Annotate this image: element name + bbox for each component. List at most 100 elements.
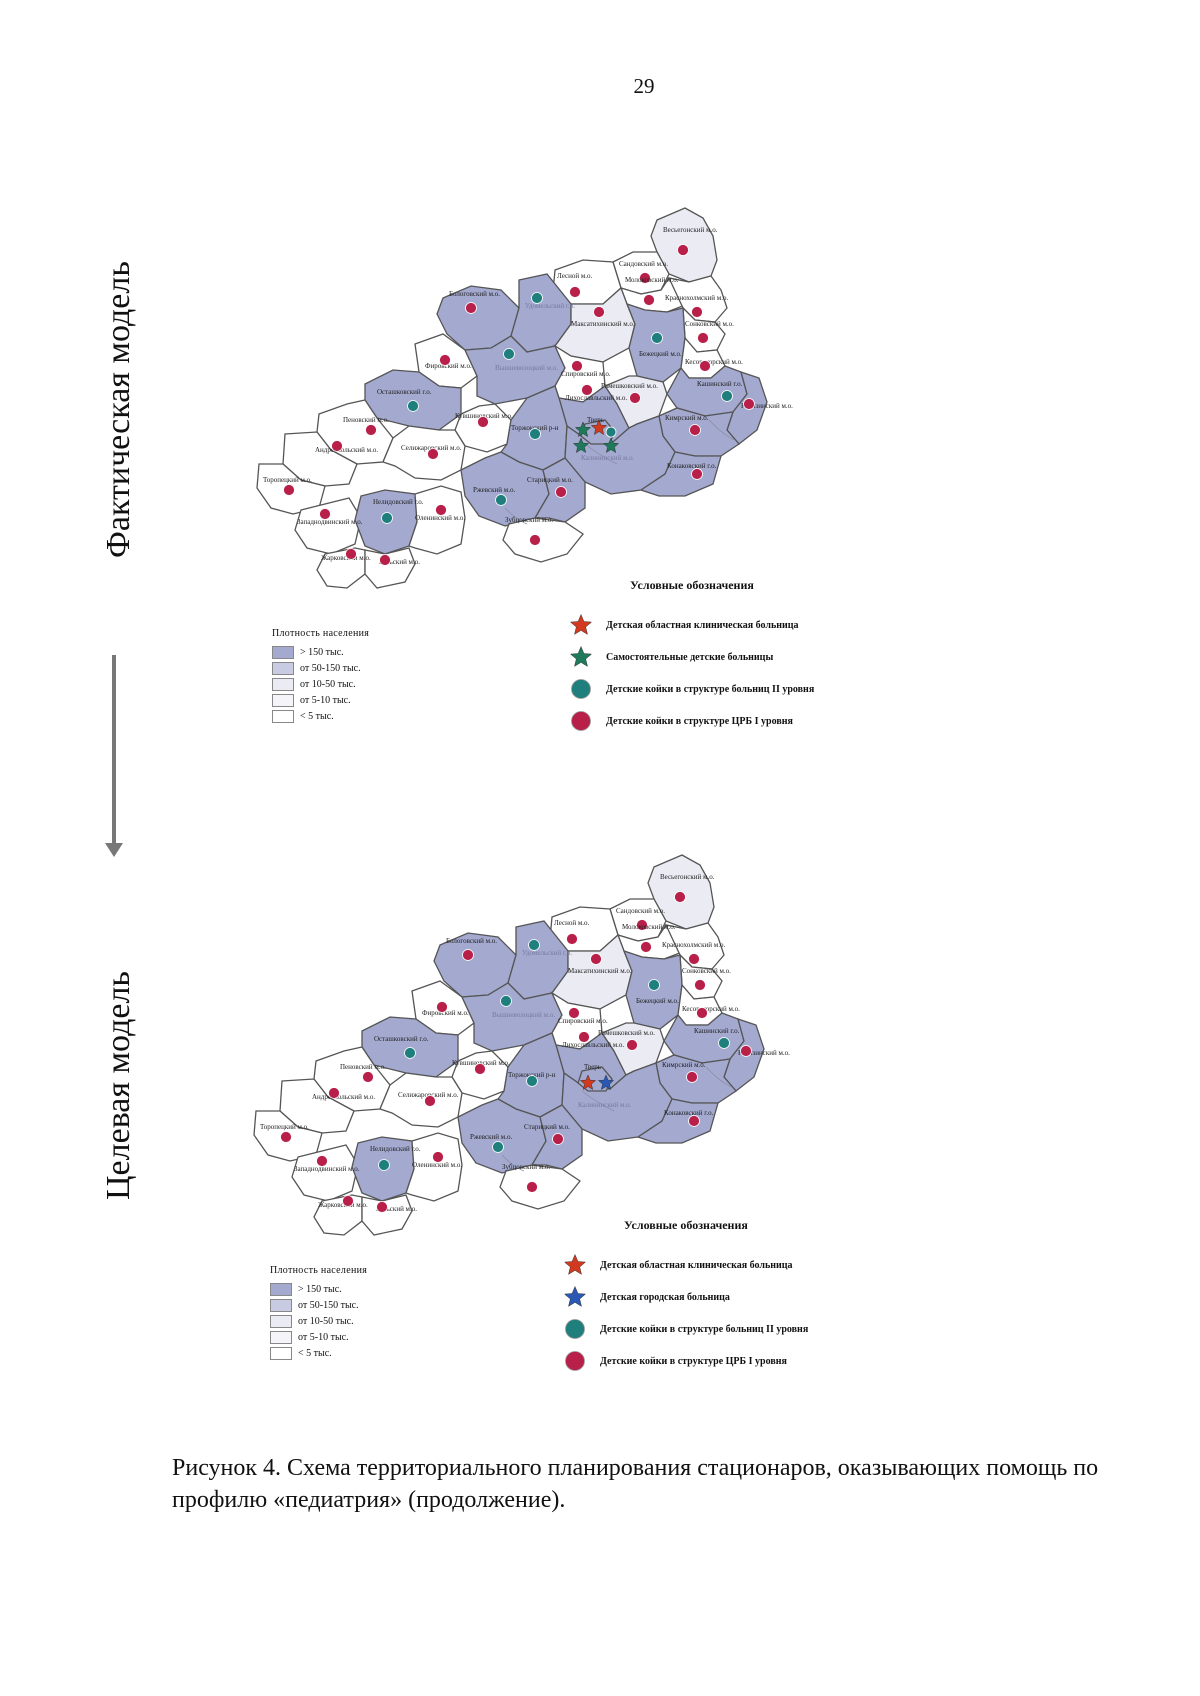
teal-dot-marker: [492, 1141, 504, 1153]
crimson-dot-marker: [342, 1195, 354, 1207]
crimson-dot-marker: [639, 272, 651, 284]
legend-row: Детские койки в структуре ЦРБ I уровня: [568, 705, 814, 737]
region-label: Пеновский м.о.: [343, 416, 389, 424]
region-label: Торопецкий м.о.: [263, 476, 312, 484]
density-legend-row: > 150 тыс.: [270, 1281, 367, 1297]
region-label: Бежецкий м.о.: [636, 997, 679, 1005]
region-label: Спировский м.о.: [558, 1017, 608, 1025]
red-star-marker: [579, 1074, 597, 1091]
teal-dot-marker: [651, 332, 663, 344]
density-swatch: [270, 1314, 292, 1328]
legend-title: Условные обозначения: [630, 578, 754, 592]
density-legend-title: Плотность населения: [270, 1265, 368, 1276]
crimson-dot-marker: [569, 286, 581, 298]
region-label: Вышневолоцкий м.о.: [495, 364, 558, 372]
region-label: Кимрский м.о.: [662, 1061, 706, 1069]
crimson-dot-marker: [696, 1007, 708, 1019]
density-legend-actual: Плотность населения > 150 тыс. от 50-150…: [272, 628, 369, 724]
density-legend-row: > 150 тыс.: [272, 644, 369, 660]
region-label: Бологовский м.о.: [449, 290, 500, 298]
region-label: Торопецкий м.о.: [260, 1123, 309, 1131]
crimson-dot-marker: [740, 1045, 752, 1057]
star-symbol: [563, 1253, 587, 1275]
legend-label: Детская областная клиническая больница: [600, 1259, 793, 1271]
red-star-icon: [562, 1252, 588, 1278]
crimson-dot-marker: [365, 424, 377, 436]
crimson-dot-marker: [345, 548, 357, 560]
density-swatch: [272, 645, 294, 659]
teal-dot-marker: [526, 1075, 538, 1087]
crimson-dot-marker: [316, 1155, 328, 1167]
region-label: Кашинский г.о.: [697, 380, 743, 388]
river-line: [708, 419, 736, 441]
density-swatch: [272, 693, 294, 707]
density-label: от 5-10 тыс.: [300, 694, 351, 706]
region-label: Осташковский г.о.: [377, 388, 432, 396]
crimson-dot-marker: [674, 891, 686, 903]
region-label: Лихославльский м.о.: [565, 394, 627, 402]
crimson-dot-marker: [424, 1095, 436, 1107]
river-line: [581, 1090, 615, 1112]
legend-label: Детские койки в структуре ЦРБ I уровня: [606, 715, 793, 727]
density-swatch: [270, 1330, 292, 1344]
region-label: Удомельский г.о.: [522, 949, 572, 957]
region-label: Селижаровский м.о.: [398, 1091, 459, 1099]
crimson-dot-marker: [643, 294, 655, 306]
legend-label: Детские койки в структуре больниц II уро…: [606, 683, 815, 695]
star-symbol: [569, 645, 593, 667]
density-swatch: [270, 1346, 292, 1360]
side-label-target: Целевая модель: [100, 971, 137, 1200]
teal-dot-icon: [562, 1316, 588, 1342]
density-legend-title: Плотность населения: [272, 628, 370, 639]
region-selizharovsky: [382, 425, 466, 481]
legend-row: Детская областная клиническая больница: [568, 609, 814, 641]
crimson-dot-marker: [526, 1181, 538, 1193]
crimson-dot-marker: [640, 941, 652, 953]
crimson-dot-marker: [566, 933, 578, 945]
page-number: 29: [633, 74, 655, 98]
density-label: > 150 тыс.: [300, 646, 344, 658]
legend-label: Детская областная клиническая больница: [606, 619, 799, 631]
region-label: Лихославльский м.о.: [562, 1041, 624, 1049]
river-line: [504, 507, 528, 525]
crimson-dot-marker: [743, 398, 755, 410]
density-label: от 50-150 тыс.: [300, 662, 361, 674]
teal-dot-marker: [721, 390, 733, 402]
region-label: Сонковский м.о.: [682, 967, 731, 975]
region-label: Краснохолмский м.о.: [662, 941, 725, 949]
region-label: Андреапольский м.о.: [312, 1093, 375, 1101]
region-label: Бельский м.о.: [379, 558, 420, 566]
crimson-dot-marker: [319, 508, 331, 520]
blue-star-icon: [562, 1284, 588, 1310]
crimson-dot-marker: [677, 244, 689, 256]
teal-dot-marker: [503, 348, 515, 360]
teal-dot-marker: [528, 939, 540, 951]
density-legend-target: Плотность населения > 150 тыс. от 50-150…: [270, 1265, 367, 1361]
density-legend-row: от 10-50 тыс.: [272, 676, 369, 692]
river-line: [501, 1154, 525, 1172]
region-label: Удомельский г.о.: [525, 302, 575, 310]
crimson-dot-marker: [697, 332, 709, 344]
region-label: Селижаровский м.о.: [401, 444, 462, 452]
crimson-dot-marker: [432, 1151, 444, 1163]
region-label: Лесной м.о.: [554, 919, 590, 927]
region-label: Кимрский м.о.: [665, 414, 709, 422]
teal-dot-marker: [500, 995, 512, 1007]
crimson-dot-marker: [427, 448, 439, 460]
crimson-dot-marker: [694, 979, 706, 991]
crimson-dot-marker: [376, 1201, 388, 1213]
region-label: Оленинский м.о.: [415, 514, 465, 522]
region-selizharovsky: [379, 1072, 463, 1128]
crimson-dot-marker: [436, 1001, 448, 1013]
region-olenunsky: [408, 485, 466, 555]
region-label: Кашинский г.о.: [694, 1027, 740, 1035]
teal-dot-marker: [381, 512, 393, 524]
region-label: Оленинский м.о.: [412, 1161, 462, 1169]
star-symbol: [563, 1285, 587, 1307]
region-label: Пеновский м.о.: [340, 1063, 386, 1071]
region-label: Сонковский м.о.: [685, 320, 734, 328]
crimson-dot-marker: [328, 1087, 340, 1099]
crimson-dot-marker: [379, 554, 391, 566]
region-konakovsky: [636, 1098, 719, 1144]
region-label: Спировский м.о.: [561, 370, 611, 378]
